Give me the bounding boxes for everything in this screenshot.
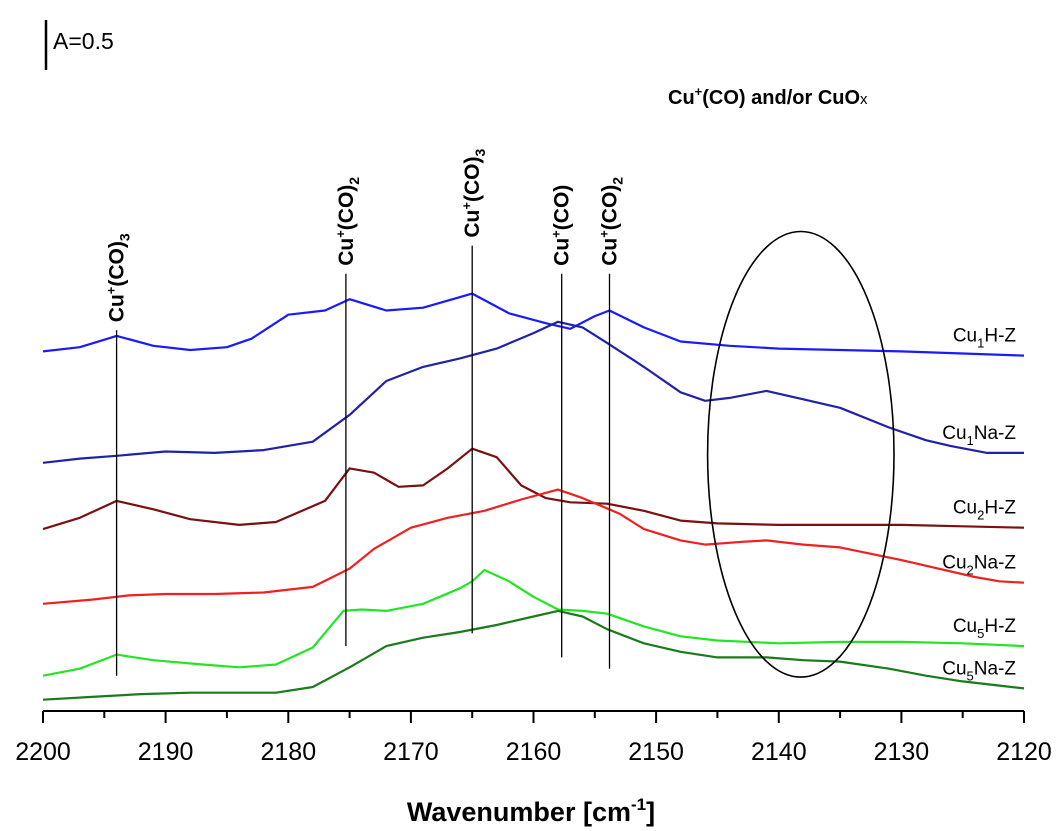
- series-label-4: Cu2Na-Z: [942, 553, 1016, 578]
- peak-marker-layer: Cu+(CO)3 Cu+(CO)2 Cu+(CO)3 Cu+(CO) Cu+(CO)2: [104, 149, 626, 676]
- x-tick-label: 2120: [996, 738, 1052, 766]
- region-ellipse: [706, 230, 895, 678]
- scale-bar-label: A=0.5: [53, 28, 114, 54]
- x-axis-ticks: 2200 2190 2180 2170 2160 2150 2140 2130 2120: [15, 711, 1052, 766]
- peak-label-4: Cu+(CO): [549, 185, 574, 266]
- series-label-6: Cu5Na-Z: [942, 658, 1016, 683]
- series-label-5: Cu5H-Z: [953, 616, 1017, 641]
- series-line-6: [42, 609, 1025, 701]
- x-tick-label: 2200: [15, 738, 71, 766]
- x-tick-label: 2190: [138, 738, 194, 766]
- x-tick-label: 2150: [628, 738, 684, 766]
- x-tick-label: 2180: [260, 738, 316, 766]
- series-label-2: Cu1Na-Z: [942, 423, 1016, 448]
- series-label-1: Cu1H-Z: [953, 326, 1017, 351]
- peak-label-2: Cu+(CO)2: [333, 177, 362, 266]
- x-tick-label: 2160: [506, 738, 562, 766]
- x-tick-label: 2140: [751, 738, 807, 766]
- series-layer: [42, 292, 1025, 701]
- series-line-2: [42, 320, 1024, 464]
- x-axis-title: Wavenumber [cm-1]: [407, 795, 655, 827]
- peak-label-3: Cu+(CO)3: [459, 149, 488, 238]
- series-line-1: [42, 292, 1025, 357]
- peak-label-1: Cu+(CO)3: [104, 233, 133, 322]
- series-label-layer: Cu1H-Z Cu1Na-Z Cu2H-Z Cu2Na-Z Cu5H-Z Cu5Na-Z: [942, 326, 1016, 684]
- peak-label-5: Cu+(CO)2: [597, 177, 626, 266]
- x-tick-label: 2170: [383, 738, 439, 766]
- region-label: Cu+(CO) and/or CuOx: [668, 84, 868, 109]
- series-line-5: [42, 568, 1025, 677]
- series-line-3: [42, 447, 1025, 531]
- x-tick-label: 2130: [874, 738, 930, 766]
- series-line-4: [42, 488, 1025, 605]
- series-label-3: Cu2H-Z: [953, 498, 1017, 523]
